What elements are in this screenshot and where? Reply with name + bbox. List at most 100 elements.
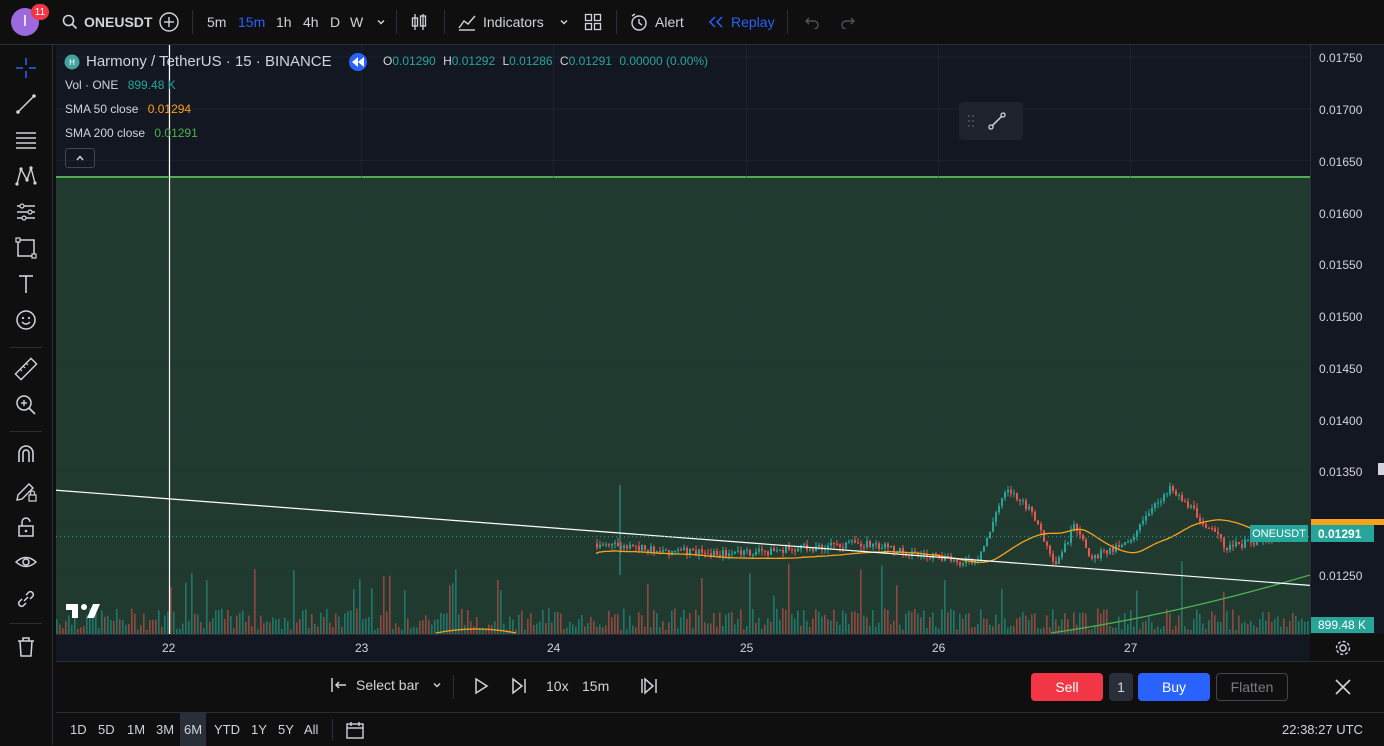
volume-bar	[1163, 626, 1165, 634]
chart-pane[interactable]: H Harmony / TetherUS · 15 · BINANCE O0.0…	[56, 45, 1310, 634]
candle	[1184, 501, 1186, 503]
text-tool[interactable]	[12, 270, 40, 298]
candle	[725, 550, 727, 557]
volume-bar	[251, 626, 253, 634]
indicators-dropdown[interactable]	[558, 0, 570, 44]
candle	[746, 549, 748, 551]
chart-type-button[interactable]	[408, 0, 430, 44]
forecast-tool[interactable]	[12, 198, 40, 226]
volume-legend[interactable]: Vol · ONE 899.48 K	[65, 78, 176, 92]
price-axis[interactable]: 0.01750 0.01700 0.01650 0.01600 0.01550 …	[1310, 45, 1384, 634]
interval-dropdown[interactable]	[375, 0, 387, 44]
range-5y[interactable]: 5Y	[278, 722, 294, 737]
floating-drawing-toolbar[interactable]	[959, 102, 1023, 140]
replay-interval[interactable]: 15m	[582, 678, 610, 694]
magnet-tool[interactable]	[12, 440, 40, 468]
time-axis[interactable]: 22 23 24 25 26 27	[56, 634, 1310, 661]
flatten-button[interactable]: Flatten	[1216, 673, 1288, 701]
candle	[1163, 494, 1165, 502]
replay-button[interactable]: Replay	[707, 0, 775, 44]
candle	[788, 546, 790, 550]
candle	[881, 548, 883, 550]
range-6m[interactable]: 6M	[180, 713, 206, 746]
interval-5m[interactable]: 5m	[207, 14, 227, 30]
zone-top-line[interactable]	[56, 176, 1310, 178]
stay-in-drawing-tool[interactable]	[12, 477, 40, 505]
range-all[interactable]: All	[304, 722, 319, 737]
top-toolbar: I 11 ONEUSDT 5m 15m 1h 4h D W Indicators…	[0, 0, 1384, 45]
drag-handle-icon[interactable]	[967, 114, 975, 128]
interval-4h[interactable]: 4h	[303, 14, 319, 30]
remove-drawings-tool[interactable]	[12, 633, 40, 661]
symbol-search-button[interactable]: ONEUSDT	[62, 0, 152, 44]
alert-button[interactable]: Alert	[629, 0, 684, 44]
horizontal-lines-icon	[16, 132, 36, 149]
interval-15m[interactable]: 15m	[238, 14, 266, 30]
range-1d[interactable]: 1D	[70, 722, 87, 737]
buy-button[interactable]: Buy	[1138, 673, 1210, 701]
emoji-tool[interactable]	[12, 306, 40, 334]
volume-bar	[1229, 629, 1231, 634]
fib-tool[interactable]	[12, 126, 40, 154]
volume-bar	[962, 618, 964, 634]
legend-collapse-button[interactable]	[65, 148, 95, 168]
sync-drawings-tool[interactable]	[12, 585, 40, 613]
trendline-style-icon[interactable]	[985, 109, 1009, 133]
sell-button[interactable]: Sell	[1031, 673, 1103, 701]
volume-bar	[368, 617, 370, 634]
layouts-button[interactable]	[584, 0, 602, 44]
pattern-tool[interactable]	[12, 162, 40, 190]
candle	[965, 560, 967, 564]
zoom-tool[interactable]	[12, 391, 40, 419]
crosshair-tool[interactable]	[12, 54, 40, 82]
indicators-button[interactable]: Indicators	[457, 0, 544, 44]
volume-bar	[338, 616, 340, 634]
lock-drawings-tool[interactable]	[12, 513, 40, 541]
volume-bar	[683, 609, 685, 634]
scroll-marker[interactable]	[1378, 463, 1384, 475]
alert-label: Alert	[655, 14, 684, 30]
volume-bar	[1199, 613, 1201, 634]
shape-tool[interactable]	[12, 234, 40, 262]
select-bar-button[interactable]: Select bar	[330, 676, 443, 694]
trendline-tool[interactable]	[12, 90, 40, 118]
interval-d[interactable]: D	[330, 14, 341, 30]
play-button[interactable]	[472, 677, 490, 695]
volume-bar	[1166, 609, 1168, 634]
volume-bar	[122, 620, 124, 634]
jump-to-realtime-button[interactable]	[640, 677, 658, 695]
go-to-date-button[interactable]	[345, 713, 365, 746]
symbol-title[interactable]: Harmony / TetherUS · 15 · BINANCE	[86, 53, 332, 70]
hide-drawings-tool[interactable]	[12, 548, 40, 576]
utc-clock[interactable]: 22:38:27 UTC	[1282, 722, 1363, 737]
chart-settings-button[interactable]	[1334, 639, 1352, 657]
undo-button[interactable]	[802, 0, 820, 44]
volume-bar	[62, 628, 64, 634]
range-5d[interactable]: 5D	[98, 722, 115, 737]
volume-bar	[1175, 625, 1177, 634]
candle	[836, 543, 838, 545]
interval-w[interactable]: W	[350, 14, 364, 30]
sma50-legend[interactable]: SMA 50 close 0.01294	[65, 102, 191, 116]
close-replay-button[interactable]	[1333, 677, 1353, 697]
range-3m[interactable]: 3M	[156, 722, 175, 737]
volume-bar	[872, 610, 874, 634]
candle	[1055, 561, 1057, 564]
replay-collapse-button[interactable]	[349, 53, 367, 71]
volume-bar	[350, 610, 352, 634]
candle	[1118, 544, 1120, 547]
step-forward-button[interactable]	[510, 677, 528, 695]
redo-button[interactable]	[840, 0, 858, 44]
range-1m[interactable]: 1M	[127, 722, 146, 737]
sma200-legend[interactable]: SMA 200 close 0.01291	[65, 126, 198, 140]
interval-1h[interactable]: 1h	[276, 14, 292, 30]
replay-speed[interactable]: 10x	[546, 678, 569, 694]
tradingview-logo[interactable]	[66, 600, 100, 620]
compare-symbol-button[interactable]	[158, 0, 180, 44]
volume-bar	[302, 610, 304, 634]
range-ytd[interactable]: YTD	[214, 722, 240, 737]
measure-tool[interactable]	[12, 355, 40, 383]
range-1y[interactable]: 1Y	[251, 722, 267, 737]
volume-bar	[1289, 620, 1291, 634]
quantity-field[interactable]: 1	[1109, 673, 1133, 701]
